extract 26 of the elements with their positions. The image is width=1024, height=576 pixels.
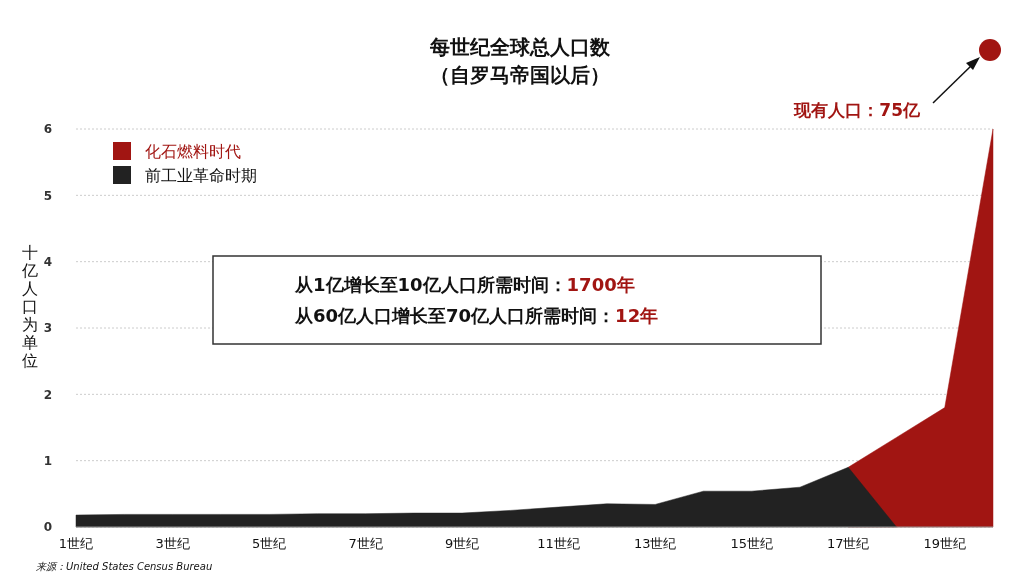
y-tick-label: 3 [43,321,53,336]
source-note: 来源：United States Census Bureau [36,561,213,572]
x-tick-label: 17世纪 [826,536,870,551]
annotation: 从60亿人口增长至70亿人口所需时间：12年 [294,305,659,326]
x-tick-label: 5世纪 [251,536,287,551]
y-tick-label: 1 [43,453,53,468]
y-tick-label: 5 [43,188,53,203]
x-tick-label: 11世纪 [537,536,580,551]
chart-title: 每世纪全球总人口数 [429,35,611,59]
x-tick-label: 3世纪 [155,536,190,551]
y-tick-label: 4 [43,254,53,269]
text: 现有人口：75亿 [793,100,921,120]
x-tick-label: 7世纪 [348,536,383,551]
x-tick-label: 13世纪 [633,536,677,551]
legend-label: 化石燃料时代 [145,142,241,161]
annotation: 从1亿增长至10亿人口所需时间：1700年 [294,274,635,295]
x-tick-label: 19世纪 [923,536,967,551]
chart-subtitle: （自罗马帝国以后） [430,63,610,87]
x-tick-label: 9世纪 [444,536,480,551]
y-tick-label: 0 [43,520,53,535]
y-tick-label: 2 [43,387,53,402]
x-tick-label: 15世纪 [730,536,773,551]
y-axis-title: 十亿人口为单位 [21,243,38,370]
y-tick-label: 6 [43,122,53,137]
x-tick-label: 1世纪 [58,536,94,551]
legend-label: 前工业革命时期 [145,166,257,185]
